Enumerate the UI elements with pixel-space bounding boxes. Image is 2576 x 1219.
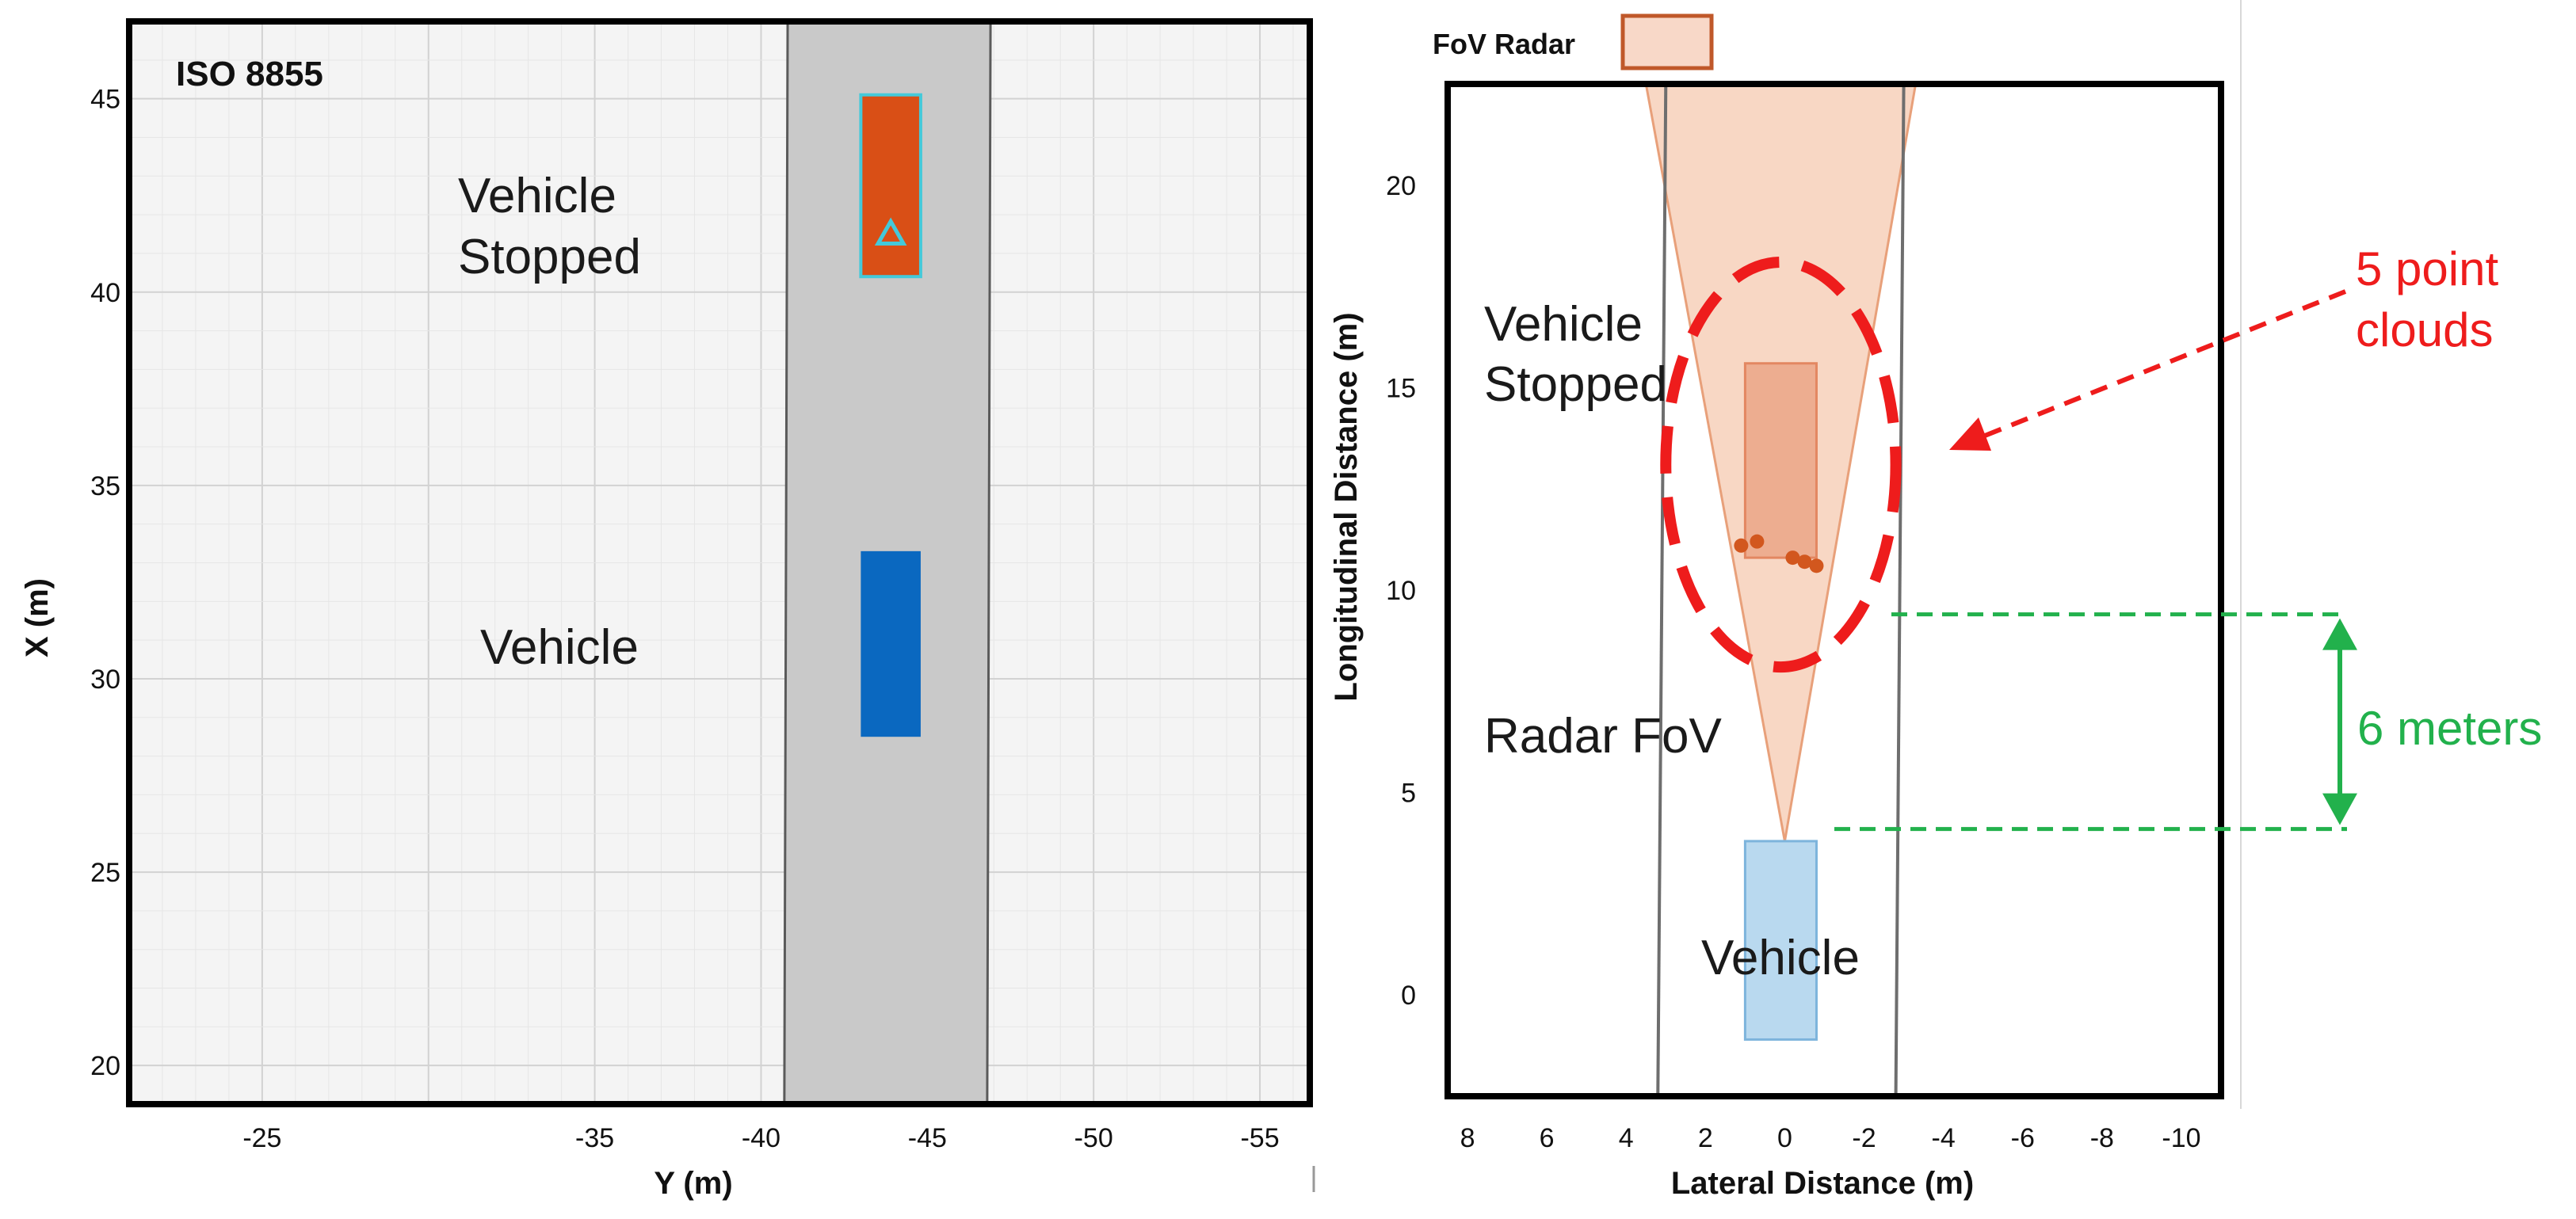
x-tick-label: 8 [1460,1123,1475,1153]
point-cloud-label-line2: clouds [2356,303,2493,356]
x-tick-label: 2 [1698,1123,1713,1153]
y-tick-label: 40 [90,278,120,308]
spacing-label: 6 meters [2357,702,2542,755]
legend-swatch [1620,13,1714,70]
right-annotation-vehicle-stopped-line1: Vehicle [1484,297,1643,352]
point-cloud-point [1809,558,1824,573]
x-tick-label: -40 [742,1123,780,1153]
left-axes-frame [126,18,1313,1107]
y-tick-label: 10 [1386,576,1416,606]
x-tick-label: -35 [575,1123,614,1153]
left-annotation-vehicle: Vehicle [480,620,639,675]
right-x-axis-label: Lateral Distance (m) [1671,1166,1974,1201]
legend-label: FoV Radar [1433,28,1575,60]
right-y-ticks: 0 5 10 15 20 [1386,171,1416,1011]
triangle-marker [874,217,907,246]
vehicle-stopped-box [859,93,922,279]
right-axes-frame [1444,81,2224,1099]
x-tick-label: 0 [1777,1123,1792,1153]
lane-line-left [1656,83,1668,1097]
y-tick-label: 15 [1386,373,1416,403]
vehicle-stopped-box [1743,362,1818,559]
chart-title: ISO 8855 [176,55,323,93]
left-annotation-vehicle-stopped-line1: Vehicle [458,169,616,223]
lane-line-right [1894,83,1906,1097]
vehicle-box [861,550,921,737]
x-tick-label: -45 [908,1123,947,1153]
point-cloud-point [1785,550,1800,566]
left-x-ticks: -25 -35 -40 -45 -50 -55 [242,1123,1279,1153]
left-chart: ISO 8855 Vehicle Stopped Vehicle -25 -35-… [20,18,1313,1201]
spacing-arrow-head-top [2322,618,2357,650]
right-annotation-radar-fov: Radar FoV [1484,709,1722,764]
y-tick-label: 35 [90,471,120,501]
y-tick-label: 25 [90,858,120,888]
x-tick-label: -2 [1852,1123,1876,1153]
point-cloud-label-line1: 5 point [2356,242,2498,295]
right-y-axis-label: Longitudinal Distance (m) [1329,312,1364,701]
point-cloud-point [1797,554,1812,570]
x-tick-label: -55 [1240,1123,1279,1153]
right-annotation-vehicle-stopped-line2: Stopped [1484,357,1667,412]
spacing-arrow-head-bottom [2322,793,2357,825]
x-tick-label: -4 [1932,1123,1956,1153]
x-tick-label: -50 [1074,1123,1113,1153]
x-tick-label: 4 [1619,1123,1634,1153]
y-tick-label: 20 [1386,171,1416,201]
right-x-ticks: 8 6 4 2 0 -2 -4 -6 -8 -10 [1460,1123,2201,1153]
radar-fov-left-edge [1644,83,1786,842]
point-cloud-point [1750,534,1765,549]
x-tick-label: -25 [242,1123,281,1153]
point-cloud-group [1734,534,1824,573]
y-tick-label: 0 [1401,981,1416,1011]
point-cloud-arrow-line [1979,289,2347,440]
radar-fov-right-edge [1783,83,1918,842]
highlight-circle [1660,256,1902,673]
right-annotation-vehicle: Vehicle [1701,931,1860,985]
left-y-axis-label: X (m) [20,578,55,657]
vehicle-box [1743,840,1818,1041]
x-tick-label: 6 [1540,1123,1555,1153]
y-tick-label: 20 [90,1051,120,1081]
left-annotation-vehicle-stopped-line2: Stopped [458,230,641,284]
y-tick-label: 5 [1401,779,1416,809]
x-tick-label: -8 [2090,1123,2114,1153]
left-x-axis-label: Y (m) [654,1166,732,1201]
y-tick-label: 30 [90,665,120,695]
y-tick-label: 45 [90,85,120,115]
point-cloud-arrow-head [1949,417,1991,451]
x-tick-label: -10 [2162,1123,2200,1153]
x-tick-label: -6 [2011,1123,2035,1153]
point-cloud-point [1734,538,1749,553]
left-y-ticks: 20 25 30 35 40 45 [90,85,120,1082]
